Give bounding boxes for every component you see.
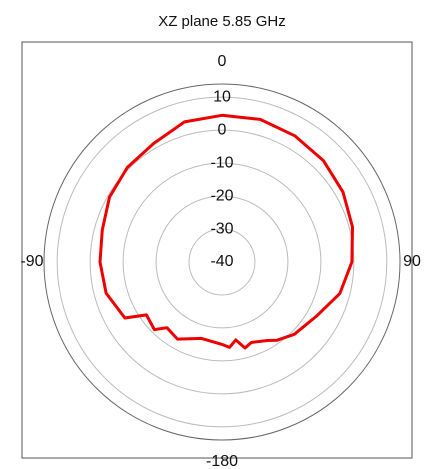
outer-ring [43,83,401,441]
grid-ring [155,195,289,329]
theta-tick-label: 0 [218,53,227,70]
r-tick-label: -10 [210,154,233,171]
grid-ring [56,96,388,428]
chart-title: XZ plane 5.85 GHz [158,13,286,30]
r-tick-label: -40 [210,253,233,270]
plot-frame [21,41,413,459]
grid-ring [89,129,355,395]
pattern-curve [98,113,354,350]
r-tick-label: 0 [218,121,227,138]
r-tick-label: -20 [210,187,233,204]
theta-tick-label: -180 [206,453,238,469]
theta-tick-label: 90 [403,253,421,270]
r-tick-label: -30 [210,220,233,237]
grid-ring [122,162,322,362]
grid-ring [188,228,256,296]
r-tick-label: 10 [213,88,231,105]
theta-tick-label: -90 [20,253,43,270]
